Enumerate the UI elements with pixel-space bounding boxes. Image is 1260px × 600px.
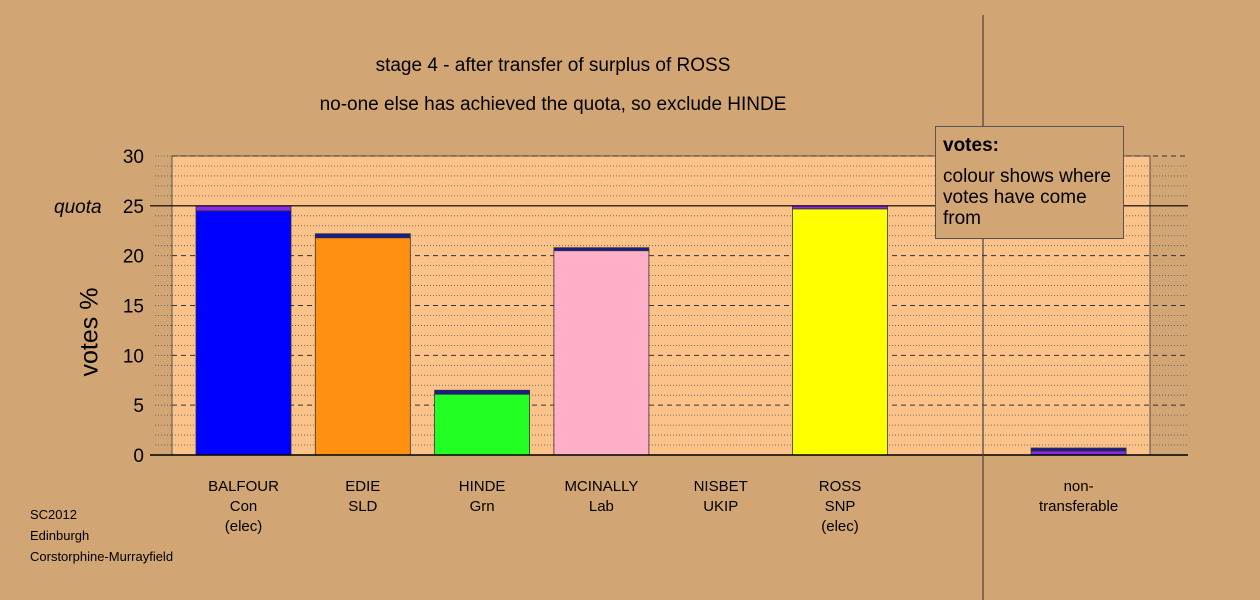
footer-city: Edinburgh [30, 528, 90, 543]
y-axis-label: votes % [75, 287, 104, 377]
x-tick-label: NISBET [694, 478, 748, 495]
bar-segment [314, 233, 411, 239]
bar-segment [553, 247, 650, 252]
x-tick-label: Lab [589, 498, 614, 515]
y-tick-label: 25 [123, 197, 144, 218]
y-tick-label: 20 [123, 247, 144, 268]
y-tick-label: 30 [123, 147, 144, 168]
legend-title: votes: [943, 135, 999, 156]
y-tick-label: 10 [123, 346, 144, 367]
quota-label: quota [54, 197, 102, 218]
x-tick-label: ROSS [819, 478, 862, 495]
bar-segment [195, 210, 292, 456]
x-tick-label: SNP [825, 498, 856, 515]
x-tick-label: SLD [348, 498, 377, 515]
chart-subtitle: no-one else has achieved the quota, so e… [319, 94, 787, 115]
x-tick-label: (elec) [821, 518, 859, 535]
bar-segment [434, 393, 531, 456]
y-tick-label: 0 [133, 446, 144, 467]
x-tick-label: Grn [470, 498, 495, 515]
chart-title: stage 4 - after transfer of surplus of R… [375, 55, 731, 76]
footer-ward: Corstorphine-Murrayfield [30, 549, 174, 564]
x-tick-label: non- [1064, 478, 1094, 495]
bar-segment [553, 250, 650, 456]
bar-segment [792, 208, 888, 456]
x-tick-label: MCINALLY [564, 478, 638, 495]
bar-segment [195, 205, 292, 212]
x-tick-label: HINDE [459, 478, 506, 495]
x-tick-label: (elec) [225, 518, 263, 535]
x-tick-label: EDIE [345, 478, 380, 495]
legend-text: colour shows where votes have come from [943, 166, 1111, 229]
y-tick-label: 15 [123, 297, 144, 318]
bar-segment [314, 237, 411, 456]
legend: votes: colour shows where votes have com… [935, 126, 1124, 239]
bar-segment [1030, 447, 1127, 452]
x-tick-label: Con [230, 498, 258, 515]
x-tick-label: UKIP [703, 498, 738, 515]
bar-segment [434, 389, 531, 395]
y-tick-label: 5 [133, 396, 144, 417]
x-tick-label: transferable [1039, 498, 1118, 515]
footer-year: SC2012 [30, 507, 77, 522]
x-tick-label: BALFOUR [208, 478, 279, 495]
